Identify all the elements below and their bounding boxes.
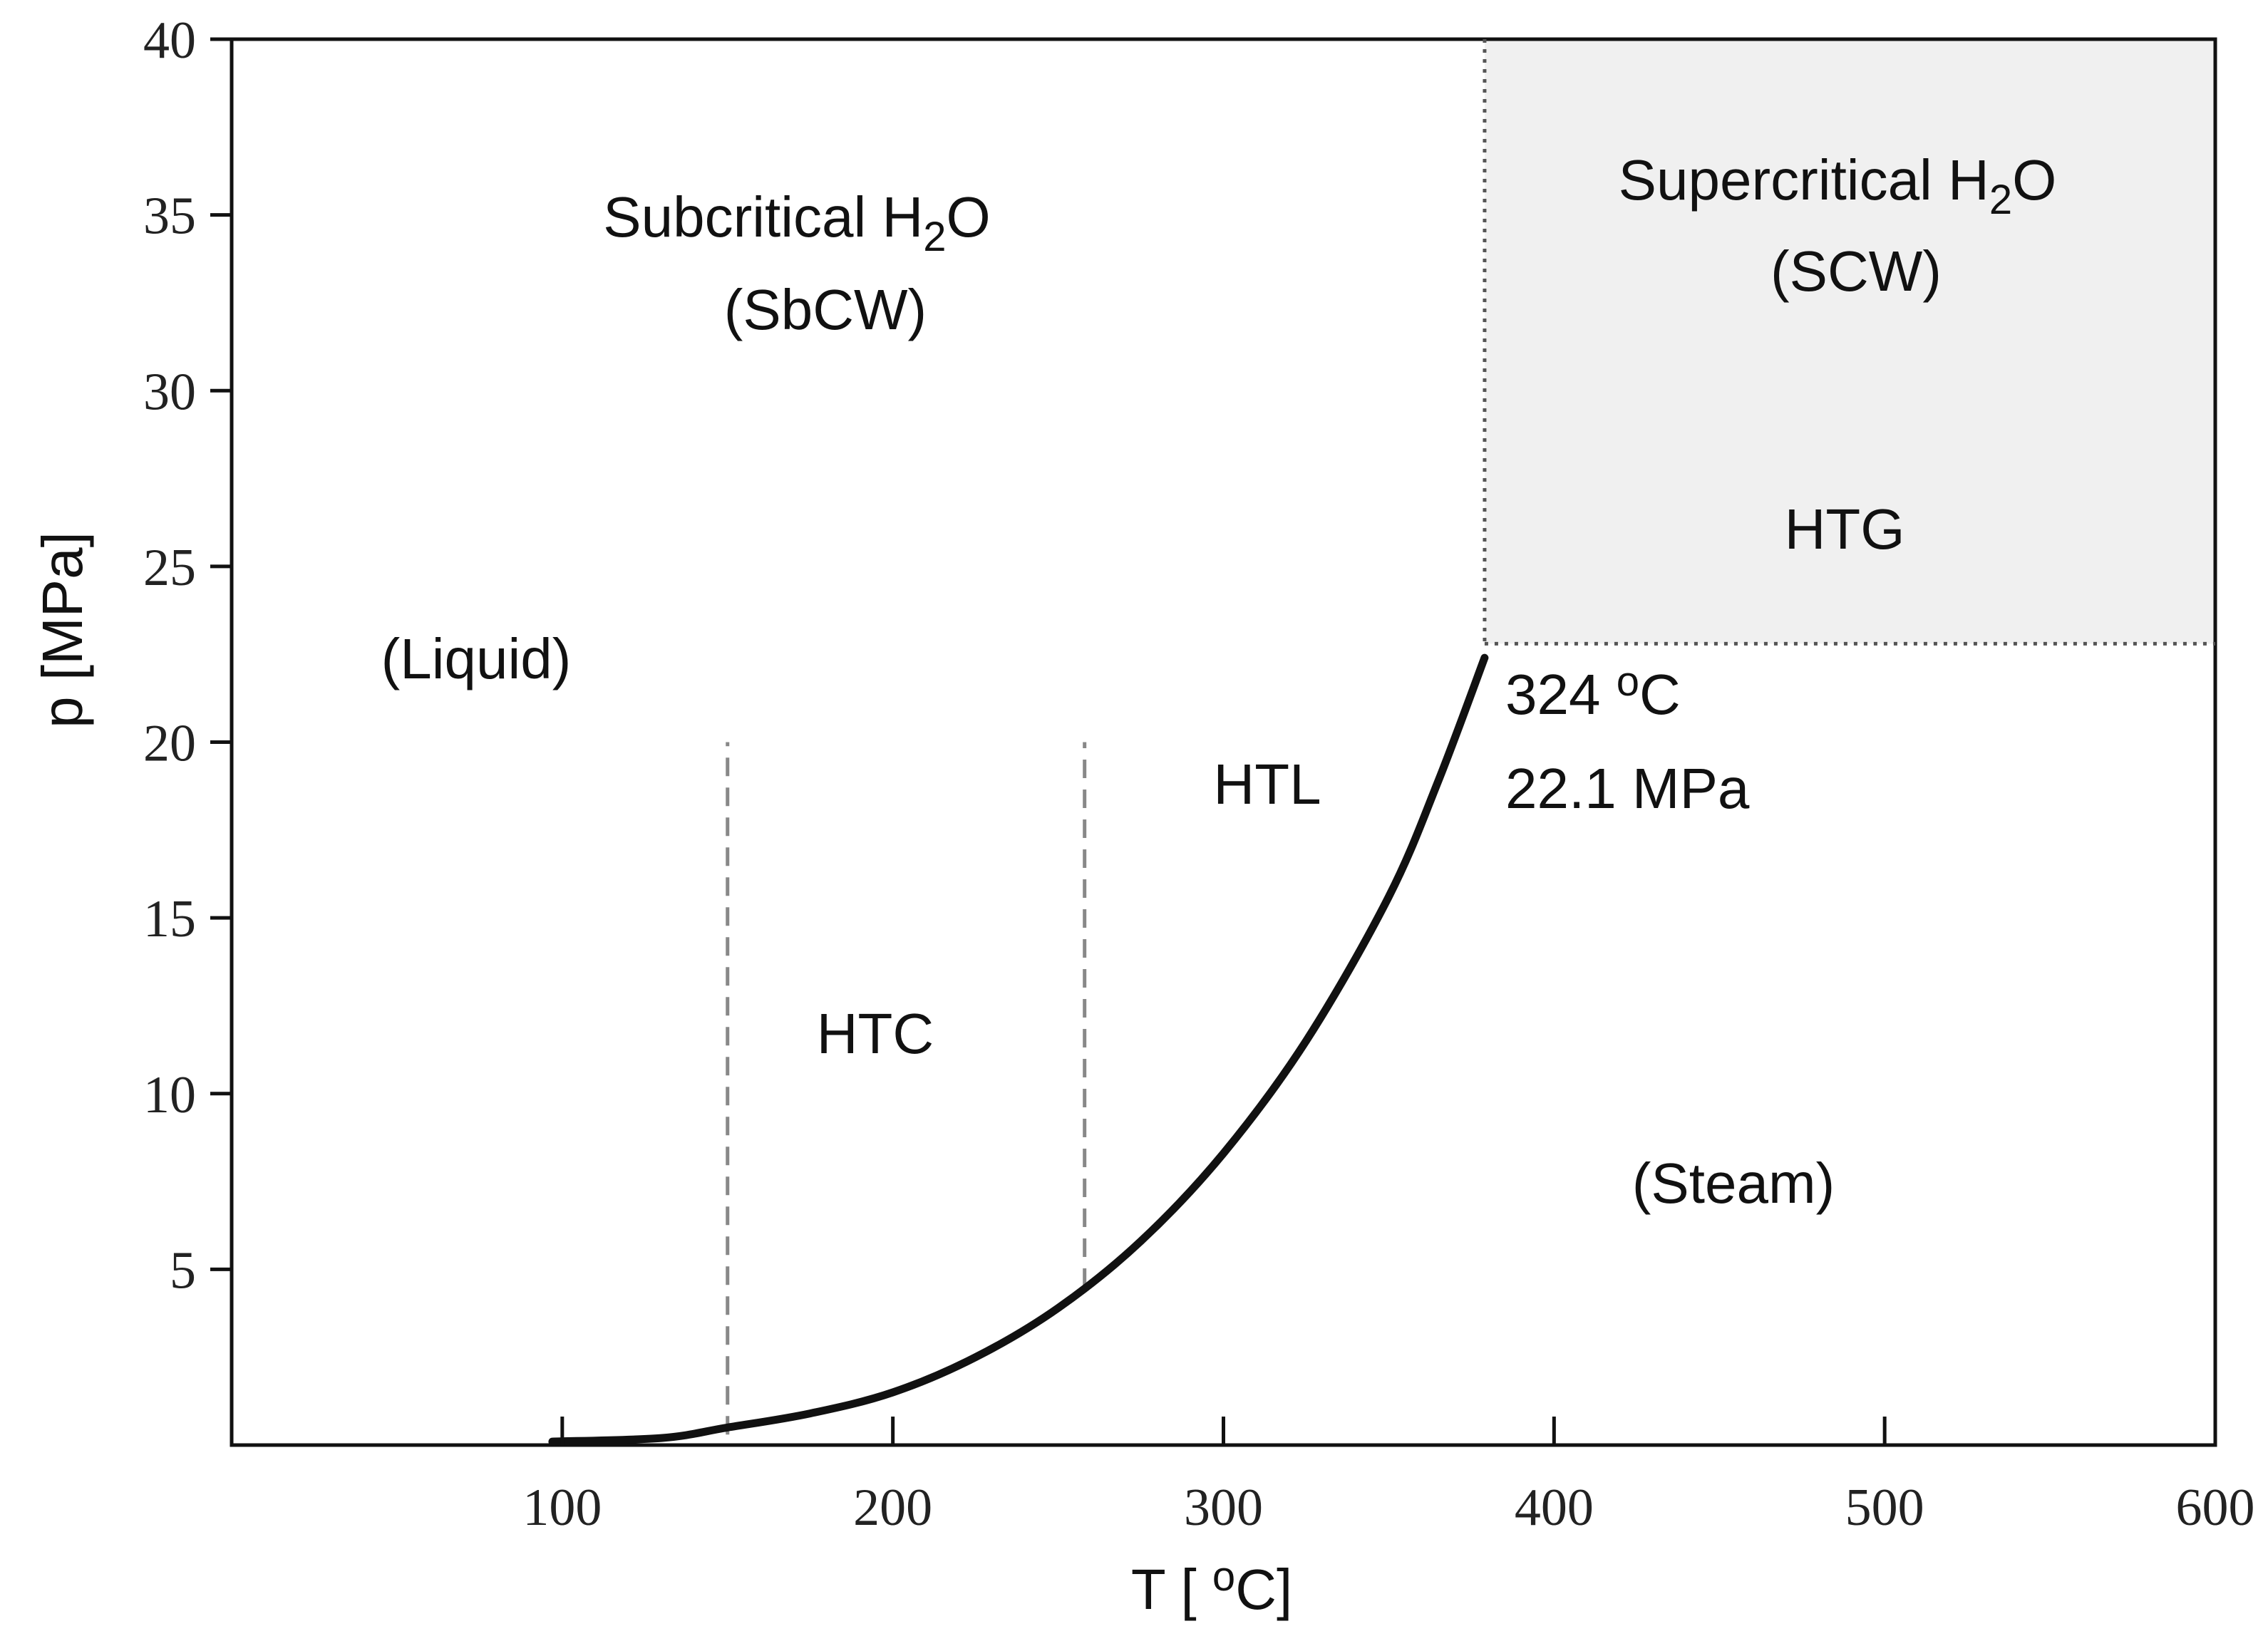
critical-temperature-label: 324 oC (1505, 658, 1681, 726)
liquid-label: (Liquid) (381, 627, 572, 690)
htg-label: HTG (1785, 497, 1905, 561)
htl-label: HTL (1213, 752, 1321, 816)
supercritical-region (1484, 39, 2215, 644)
y-tick-label: 10 (143, 1066, 196, 1124)
y-tick-label: 35 (143, 187, 196, 246)
critical-pressure-label: 22.1 MPa (1505, 757, 1750, 820)
x-tick-label: 600 (2176, 1479, 2255, 1537)
y-tick-label: 5 (170, 1241, 196, 1300)
supercritical-label: Supercritical H2O (1619, 148, 2057, 223)
x-tick-label: 400 (1515, 1479, 1594, 1537)
y-tick-label: 40 (143, 11, 196, 70)
x-tick-label: 100 (522, 1479, 602, 1537)
y-tick-label: 15 (143, 890, 196, 948)
saturation-curve (548, 653, 1489, 1446)
scw-label: (SCW) (1770, 239, 1942, 303)
y-tick-label: 25 (143, 539, 196, 597)
x-tick-label: 200 (853, 1479, 932, 1537)
x-axis-ticks: 100 200 300 400 500 600 (522, 1417, 2255, 1537)
steam-label: (Steam) (1632, 1151, 1835, 1215)
x-tick-label: 300 (1184, 1479, 1263, 1537)
x-tick-label: 500 (1845, 1479, 1924, 1537)
y-axis-label: p [MPa] (31, 532, 94, 728)
y-tick-label: 20 (143, 715, 196, 773)
sbcw-label: (SbCW) (724, 278, 927, 341)
subcritical-label: Subcritical H2O (603, 185, 991, 260)
y-axis-ticks: 5 10 15 20 25 30 35 40 (143, 11, 232, 1300)
y-tick-label: 30 (143, 363, 196, 421)
x-axis-label: T [ oC] (1131, 1553, 1292, 1621)
htc-label: HTC (817, 1002, 934, 1065)
